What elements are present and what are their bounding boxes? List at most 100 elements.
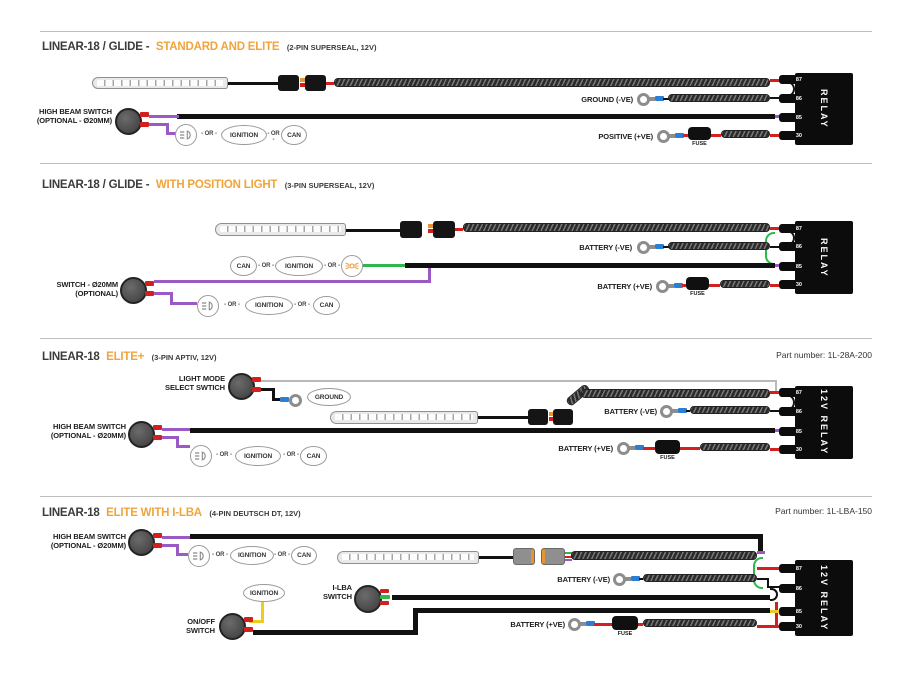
crimp [140, 112, 149, 117]
wire [176, 553, 188, 556]
crimp [380, 601, 389, 605]
wire [770, 79, 784, 82]
or-label: - OR - [216, 452, 232, 458]
relay-pin-87: 87 [779, 75, 805, 84]
wire [565, 559, 572, 561]
crimp [153, 425, 162, 430]
wire [757, 551, 765, 554]
wire [190, 534, 763, 539]
wire [478, 416, 528, 419]
label-line-2: (OPTIONAL - Ø20MM) [50, 431, 126, 440]
wire [170, 302, 197, 305]
connector [553, 409, 573, 425]
wire-loop [770, 588, 778, 601]
ground-oval: GROUND [307, 388, 351, 406]
terminal-tail [649, 245, 655, 249]
wire [709, 284, 720, 287]
wire [455, 228, 463, 231]
high-beam-switch [115, 108, 142, 135]
ring-terminal [568, 618, 581, 631]
ignition-oval: IGNITION [243, 584, 285, 602]
crimp [380, 589, 389, 593]
divider [40, 496, 872, 497]
wire [253, 630, 418, 635]
wire [249, 620, 264, 623]
wire [643, 447, 655, 450]
can-oval: CAN [313, 296, 340, 315]
wire [767, 586, 783, 588]
deutsch-connector [541, 548, 565, 565]
high-beam-icon [188, 545, 210, 567]
or-label: - OR - [224, 302, 240, 308]
relay-pin-86: 86 [779, 584, 805, 593]
part-number: Part number: 1L-LBA-150 [775, 506, 872, 516]
ignition-oval: IGNITION [275, 256, 323, 276]
wiring-braid [571, 551, 757, 560]
wire [770, 97, 784, 99]
led-light-bar [337, 551, 479, 564]
wire [770, 610, 783, 613]
title-main: LINEAR-18 / GLIDE - [42, 179, 150, 191]
crimp [674, 283, 683, 288]
section-position-light: LINEAR-18 / GLIDE - WITH POSITION LIGHT … [0, 163, 900, 338]
can-oval: CAN [281, 125, 307, 145]
wire [346, 229, 400, 232]
title-accent: WITH POSITION LIGHT [155, 179, 278, 191]
wire [770, 134, 784, 137]
led-segments [335, 414, 473, 420]
ring-terminal [637, 93, 650, 106]
fuse-label: FUSE [660, 455, 675, 461]
fuse-label: FUSE [692, 141, 707, 147]
wire [770, 391, 784, 394]
or-label: - OR - [201, 131, 217, 137]
green-wire-loop [753, 557, 763, 589]
ignition-oval: IGNITION [245, 296, 293, 315]
section-title: LINEAR-18 / GLIDE - STANDARD AND ELITE (… [42, 37, 376, 55]
crimp [145, 281, 154, 286]
fuse [655, 440, 680, 454]
switch [120, 277, 147, 304]
terminal-tail [672, 409, 678, 413]
onoff-switch-label: ON/OFF SWITCH [163, 617, 215, 635]
relay-pin-85: 85 [779, 262, 805, 271]
ring-terminal [657, 130, 670, 143]
wire [767, 578, 769, 588]
high-beam-icon [197, 295, 219, 317]
divider [40, 31, 872, 32]
wiring-braid [334, 78, 770, 87]
wire [770, 448, 784, 451]
wire-tip [428, 229, 433, 233]
or-label: - OR - [258, 263, 274, 269]
crimp [244, 627, 253, 632]
crimp [655, 96, 664, 101]
label-line-1: HIGH BEAM SWITCH [53, 422, 126, 431]
relay-pin-86: 86 [779, 407, 805, 416]
wire [639, 578, 643, 580]
divider [40, 338, 872, 339]
section-title: LINEAR-18 ELITE+ (3-PIN APTIV, 12V) [42, 347, 217, 365]
crimp [380, 595, 390, 599]
battery-positive-label: BATTERY (+VE) [558, 444, 613, 453]
wire [272, 398, 280, 401]
wire [413, 608, 418, 635]
connector [305, 75, 326, 91]
wiring-braid [643, 619, 757, 627]
label-line-2: SELECT SWTICH [165, 383, 225, 392]
title-spec: (3-PIN APTIV, 12V) [151, 353, 217, 362]
wire [162, 536, 190, 539]
ring-terminal [656, 280, 669, 293]
crimp [244, 617, 253, 622]
ring-terminal [660, 405, 673, 418]
wire [170, 292, 173, 305]
wire [565, 552, 572, 554]
title-spec: (4-PIN DEUTSCH DT, 12V) [209, 509, 301, 518]
ilba-switch-label: I-LBA SWITCH [300, 583, 352, 601]
label-line-2: SWITCH [186, 626, 215, 635]
battery-positive-label: BATTERY (+VE) [597, 282, 652, 291]
ignition-oval: IGNITION [221, 125, 267, 145]
wire [770, 284, 784, 287]
can-oval: CAN [230, 256, 257, 276]
crimp [678, 408, 687, 413]
wire-tip [300, 78, 305, 82]
relay-pin-87: 87 [779, 388, 805, 397]
